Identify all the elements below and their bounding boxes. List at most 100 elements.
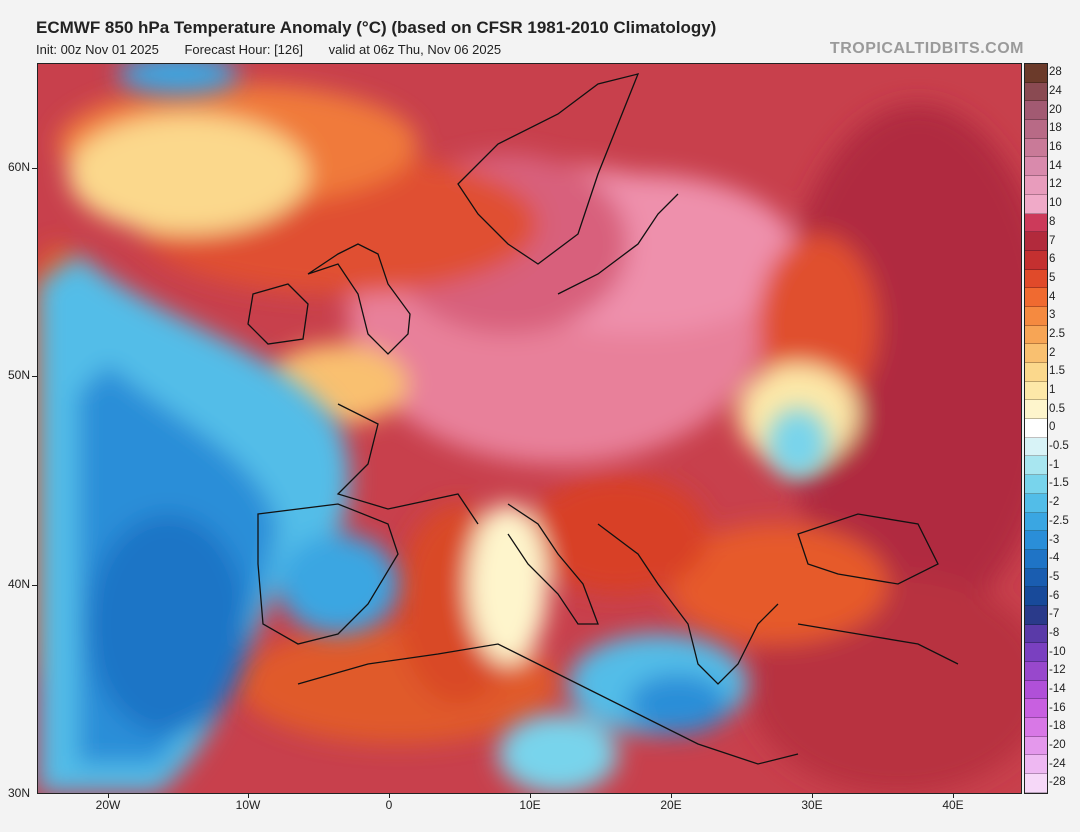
colorbar-label: 2.5: [1049, 327, 1065, 340]
lon-label-10w: 10W: [235, 798, 261, 812]
colorbar-label: -28: [1049, 776, 1066, 789]
colorbar-swatch: [1025, 755, 1047, 775]
colorbar-label: 10: [1049, 197, 1062, 210]
colorbar-label: -16: [1049, 701, 1066, 714]
scandinavia: [457, 73, 640, 265]
colorbar-swatch: [1025, 512, 1047, 532]
colorbar-swatch: [1025, 101, 1047, 121]
colorbar-swatch: [1025, 493, 1047, 513]
colorbar-label: -5: [1049, 570, 1060, 583]
colorbar-label: -10: [1049, 645, 1066, 658]
colorbar-label: 2: [1049, 346, 1056, 359]
colorbar-swatch: [1025, 699, 1047, 719]
colorbar-swatch: [1025, 344, 1047, 363]
colorbar-label: 1.5: [1049, 365, 1065, 378]
colorbar-swatch: [1025, 157, 1047, 177]
colorbar-swatch: [1025, 381, 1047, 401]
colorbar-swatch: [1025, 568, 1047, 588]
colorbar-label: 5: [1049, 271, 1056, 284]
iberia: [257, 503, 399, 645]
baltic-coast: [557, 193, 679, 295]
colorbar-label: -4: [1049, 552, 1060, 565]
colorbar-swatch: [1025, 325, 1047, 345]
colorbar-swatch: [1025, 306, 1047, 326]
ireland: [247, 283, 309, 345]
lon-label-30e: 30E: [801, 798, 823, 812]
colorbar-label: 4: [1049, 290, 1056, 303]
site-brand: TROPICALTIDBITS.COM: [829, 40, 1024, 57]
lat-label-60n: 60N: [7, 160, 30, 174]
valid-time: valid at 06z Thu, Nov 06 2025: [328, 42, 502, 57]
anomaly-field: [38, 64, 1021, 793]
anomaly-map: [37, 63, 1022, 794]
north-africa: [297, 643, 799, 765]
colorbar-swatch: [1025, 718, 1047, 737]
lat-tick: [32, 585, 37, 586]
chart-title: ECMWF 850 hPa Temperature Anomaly (°C) (…: [36, 18, 717, 37]
colorbar-label: -2.5: [1049, 514, 1069, 527]
colorbar-label: 16: [1049, 141, 1062, 154]
colorbar-swatch: [1025, 269, 1047, 289]
balkans: [597, 523, 779, 685]
colorbar-swatch: [1025, 120, 1047, 139]
lat-tick: [32, 168, 37, 169]
colorbar-swatch: [1025, 774, 1047, 793]
colorbar-swatch: [1025, 176, 1047, 195]
colorbar-swatch: [1025, 624, 1047, 644]
colorbar-label: 6: [1049, 253, 1056, 266]
colorbar-swatch: [1025, 250, 1047, 270]
italy: [507, 503, 599, 625]
lon-tick: [248, 793, 249, 798]
colorbar-label: -8: [1049, 626, 1060, 639]
colorbar-swatch: [1025, 605, 1047, 625]
colorbar-swatch: [1025, 456, 1047, 476]
colorbar-label: -0.5: [1049, 440, 1069, 453]
lat-label-40n: 40N: [7, 577, 30, 591]
lon-label-10e: 10E: [519, 798, 541, 812]
colorbar-swatch: [1025, 643, 1047, 662]
coastlines: [247, 73, 959, 765]
colorbar-label: 8: [1049, 215, 1056, 228]
lon-tick: [530, 793, 531, 798]
lon-tick: [953, 793, 954, 798]
colorbar-swatch: [1025, 64, 1047, 83]
lat-label-30n: 30N: [7, 786, 30, 800]
colorbar-swatch: [1025, 288, 1047, 307]
forecast-hour: Forecast Hour: [126]: [184, 42, 303, 57]
colorbar-label: 3: [1049, 309, 1056, 322]
lat-tick: [32, 376, 37, 377]
colorbar-label: 14: [1049, 159, 1062, 172]
colorbar-swatch: [1025, 662, 1047, 681]
colorbar-label: -12: [1049, 664, 1066, 677]
lon-label-0: 0: [385, 798, 393, 812]
colorbar-label: -2: [1049, 496, 1060, 509]
lon-tick: [389, 793, 390, 798]
colorbar-label: 1: [1049, 384, 1056, 397]
lat-label-50n: 50N: [7, 368, 30, 382]
lon-tick: [812, 793, 813, 798]
colorbar-swatch: [1025, 437, 1047, 457]
colorbar-swatch: [1025, 363, 1047, 382]
colorbar-label: 18: [1049, 122, 1062, 135]
lon-label-40e: 40E: [942, 798, 964, 812]
colorbar-label: 20: [1049, 103, 1062, 116]
colorbar-label: -1.5: [1049, 477, 1069, 490]
colorbar-labels: 28 24 20 18 16 14 12 10 8 7 6 5 4 3 2.5 2 1.5 1 0.5 0 -0.5 -1…: [1049, 63, 1079, 792]
colorbar-label: 7: [1049, 234, 1056, 247]
colorbar-label: 0.5: [1049, 402, 1065, 415]
colorbar-swatch: [1025, 419, 1047, 438]
colorbar-label: -7: [1049, 608, 1060, 621]
chart-subtitle: Init: 00z Nov 01 2025 Forecast Hour: [12…: [36, 42, 523, 57]
colorbar: [1024, 63, 1048, 794]
black-sea: [797, 513, 939, 585]
colorbar-swatch: [1025, 194, 1047, 214]
lon-tick: [108, 793, 109, 798]
great-britain: [307, 243, 411, 355]
colorbar-label: -6: [1049, 589, 1060, 602]
colorbar-label: 0: [1049, 421, 1056, 434]
colorbar-label: -20: [1049, 739, 1066, 752]
lon-label-20e: 20E: [660, 798, 682, 812]
colorbar-swatch: [1025, 82, 1047, 102]
colorbar-swatch: [1025, 400, 1047, 420]
colorbar-swatch: [1025, 232, 1047, 251]
